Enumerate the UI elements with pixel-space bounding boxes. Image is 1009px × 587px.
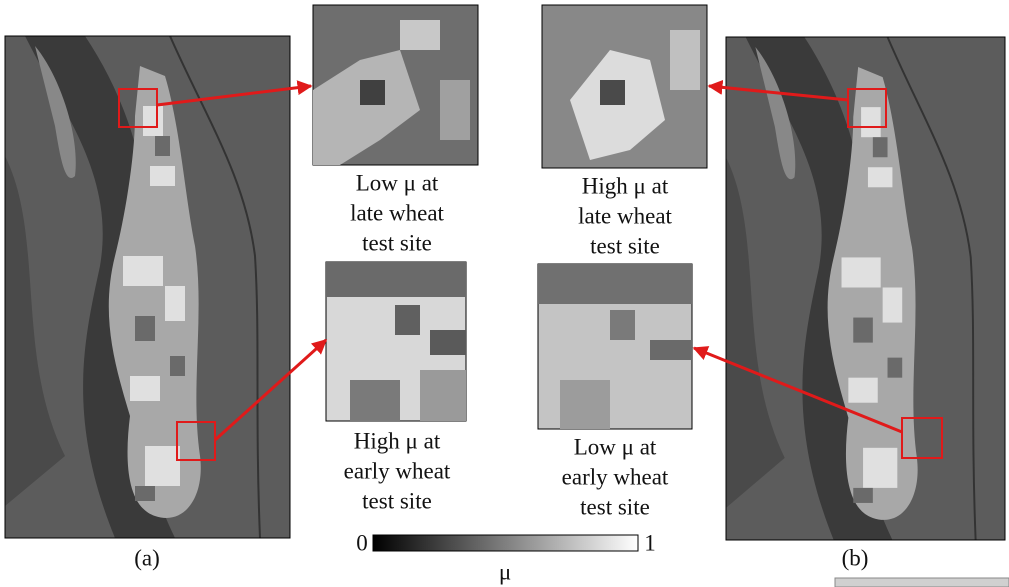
colorbar-label: μ	[499, 559, 511, 584]
inset-image	[313, 5, 478, 165]
satellite-image	[726, 37, 1005, 540]
satellite-image	[5, 36, 290, 538]
caption-line: test site	[362, 488, 432, 513]
caption-line: late wheat	[578, 203, 672, 228]
caption-line: Low μ at	[356, 170, 439, 195]
image-fragment	[835, 578, 1009, 587]
caption-line: late wheat	[350, 200, 444, 225]
colorbar	[373, 535, 638, 551]
caption-line: High μ at	[582, 173, 669, 198]
inset-image	[326, 262, 466, 421]
panel-label: (b)	[842, 545, 869, 570]
caption-line: test site	[362, 230, 432, 255]
caption-line: test site	[590, 233, 660, 258]
caption-line: Low μ at	[574, 434, 657, 459]
colorbar-max: 1	[644, 530, 656, 555]
caption-line: High μ at	[354, 428, 441, 453]
figure: Low μ at late wheat test site High μ at …	[0, 0, 1009, 587]
inset-image	[538, 264, 692, 429]
caption-line: early wheat	[562, 464, 669, 489]
panel-label: (a)	[134, 545, 160, 570]
colorbar-min: 0	[356, 530, 368, 555]
caption-line: early wheat	[344, 458, 451, 483]
inset-image	[542, 5, 707, 168]
caption-line: test site	[580, 494, 650, 519]
